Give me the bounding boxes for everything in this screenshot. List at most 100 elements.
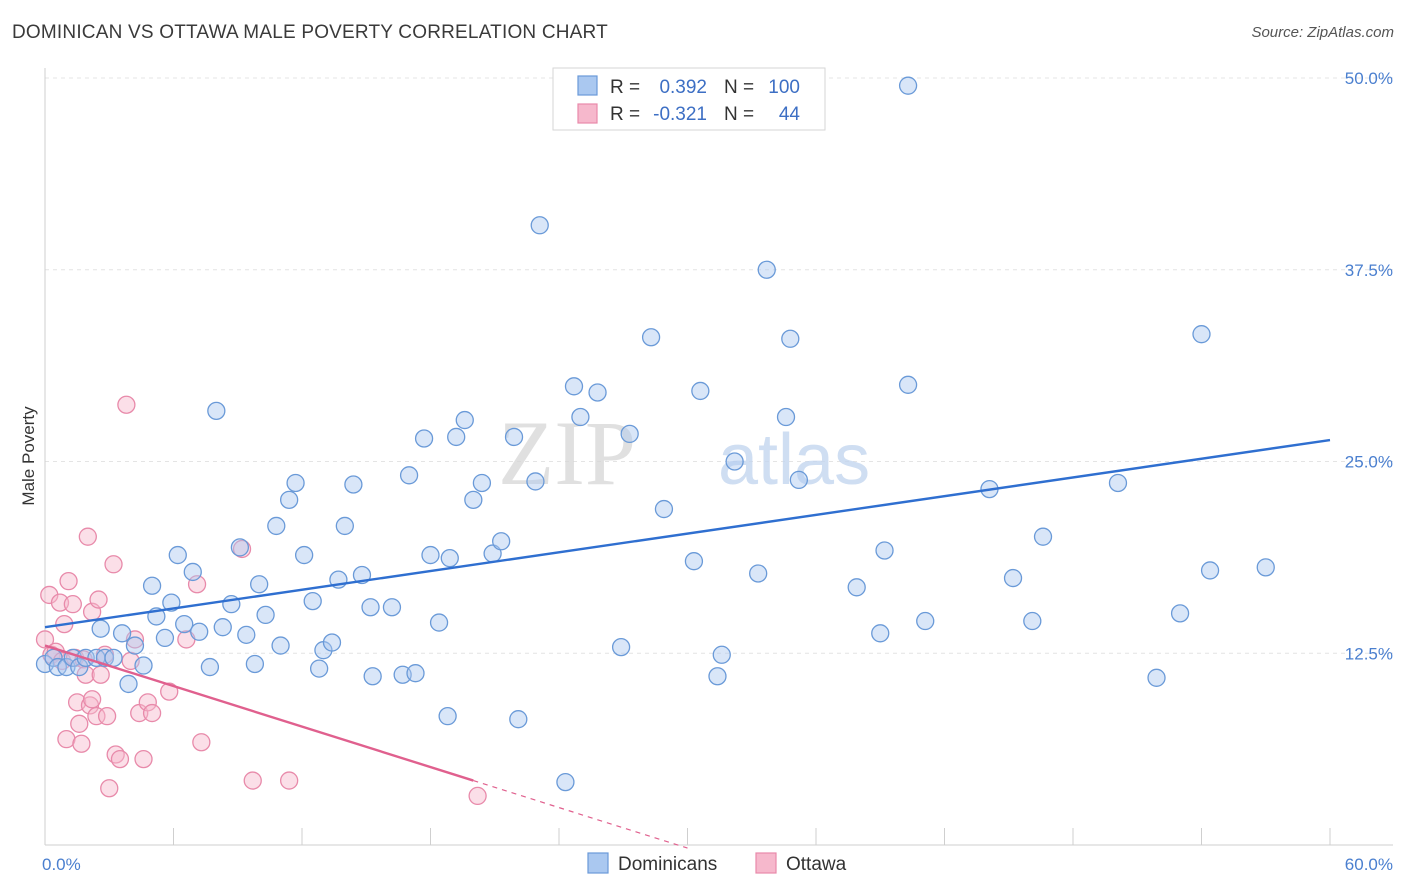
dominicans-point [237, 625, 256, 644]
dominicans-point [871, 624, 890, 643]
legend-n-value: 44 [779, 104, 801, 125]
dominicans-point [168, 545, 187, 565]
ottawa-point [70, 714, 89, 733]
bottom-legend-label-ottawa: Ottawa [786, 854, 847, 875]
ottawa-point [97, 706, 117, 726]
dominicans-point [207, 401, 226, 421]
dominicans-point [303, 591, 322, 611]
dominicans-point [256, 605, 275, 625]
ottawa-point [160, 682, 179, 701]
dominicans-point [620, 424, 639, 444]
ottawa-trend-line [44, 644, 474, 782]
dominicans-point [492, 532, 511, 551]
dominicans-point [464, 490, 483, 510]
ottawa-point [243, 771, 262, 790]
dominicans-point [414, 429, 434, 448]
dominicans-point [155, 628, 175, 648]
dominicans-point [57, 657, 76, 677]
dominicans-point [125, 636, 145, 655]
y-tick-label: 25.0% [1345, 453, 1393, 472]
dominicans-point [183, 562, 202, 582]
dominicans-point [406, 664, 425, 683]
ottawa-point [104, 555, 123, 574]
dominicans-point [91, 619, 110, 638]
dominicans-point [781, 329, 800, 348]
dominicans-point [847, 578, 866, 597]
dominicans-trend-line [44, 438, 1331, 629]
legend: R = 0.392 N = 100 R = -0.321 N = 44 [552, 67, 826, 131]
dominicans-point [708, 667, 727, 686]
watermark: ZIP atlas [498, 402, 870, 504]
dominicans-point [175, 614, 194, 634]
dominicans-point [382, 598, 402, 617]
legend-n-value: 100 [768, 77, 800, 98]
legend-r-value: 0.392 [659, 77, 707, 98]
dominicans-point [725, 452, 744, 471]
dominicans-point [1108, 473, 1128, 493]
ottawa-point [192, 733, 211, 752]
dominicans-point [1033, 527, 1053, 546]
legend-r-label: R = [610, 77, 640, 98]
watermark-zip: ZIP [498, 402, 636, 504]
dominicans-point [399, 466, 419, 485]
dominicans-point [344, 475, 363, 494]
dominicans-point [250, 575, 269, 594]
dominicans-point [526, 472, 545, 491]
ottawa-point [117, 395, 136, 414]
y-tick-label: 12.5% [1345, 644, 1393, 663]
dominicans-point [213, 618, 232, 637]
dominicans-point [1147, 668, 1166, 687]
dominicans-point [1170, 604, 1190, 623]
dominicans-point [200, 657, 220, 677]
grid [45, 77, 1393, 654]
ottawa-point [279, 771, 299, 790]
trend-lines [44, 438, 1331, 849]
dominicans-point [691, 381, 710, 401]
ottawa-point [59, 572, 78, 591]
dominicans-point [70, 657, 89, 677]
dominicans-point [504, 427, 524, 447]
legend-n-label: N = [724, 77, 754, 98]
dominicans-point [322, 633, 342, 652]
dominicans-point [898, 76, 918, 95]
dominicans-point [749, 564, 768, 583]
dominicans-point [134, 656, 153, 675]
dominicans-point [654, 499, 674, 519]
ottawa-point [91, 665, 110, 684]
legend-n-label: N = [724, 104, 754, 125]
ottawa-point [82, 690, 102, 709]
dominicans-points [35, 76, 1275, 792]
dominicans-point [1023, 611, 1042, 631]
dominicans-point [440, 548, 459, 568]
bottom-legend-swatch-ottawa [755, 852, 777, 874]
ottawa-point [78, 527, 97, 546]
dominicans-point [294, 545, 314, 565]
ottawa-point [134, 749, 153, 769]
dominicans-point [556, 772, 575, 792]
axes [44, 68, 1393, 846]
dominicans-point [916, 611, 935, 631]
ottawa-point [87, 706, 106, 726]
dominicans-point [611, 637, 631, 657]
dominicans-point [571, 407, 590, 427]
dominicans-point [447, 427, 466, 447]
dominicans-point [230, 538, 250, 557]
dominicans-point [267, 516, 286, 536]
ottawa-point [89, 590, 108, 609]
dominicans-point [421, 545, 440, 565]
dominicans-point [112, 624, 132, 643]
dominicans-point [1256, 558, 1275, 577]
ottawa-point [138, 693, 157, 712]
dominicans-point [472, 473, 492, 493]
x-tick-label: 0.0% [42, 855, 81, 874]
dominicans-point [286, 473, 305, 493]
ottawa-point [63, 595, 82, 614]
dominicans-point [438, 706, 457, 726]
dominicans-point [641, 328, 661, 347]
legend-r-value: -0.321 [653, 104, 707, 125]
dominicans-point [190, 622, 209, 641]
dominicans-point [898, 375, 918, 394]
dominicans-point [279, 490, 299, 510]
ottawa-point [35, 630, 55, 649]
dominicans-point [1003, 568, 1023, 588]
